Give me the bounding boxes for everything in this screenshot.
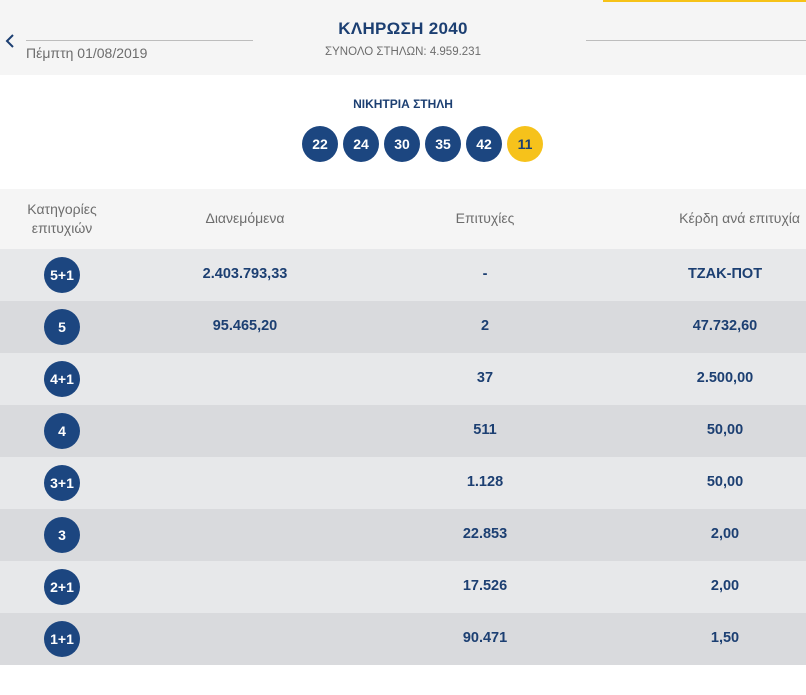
table-row: 4 511 50,00 xyxy=(0,405,806,457)
winners-count: 22.853 xyxy=(462,526,508,542)
winning-number-ball: 22 xyxy=(302,126,338,162)
winners-count: 1.128 xyxy=(466,474,504,490)
distributed-amount: 2.403.793,33 xyxy=(202,266,288,282)
winning-number-ball: 42 xyxy=(466,126,502,162)
draw-date: Πέμπτη 01/08/2019 xyxy=(26,45,148,61)
header-divider-right xyxy=(586,40,806,41)
winners-count: 37 xyxy=(476,370,494,386)
table-header: Κατηγορίες επιτυχιών Διανεμόμενα Επιτυχί… xyxy=(0,189,806,249)
category-badge: 5+1 xyxy=(44,257,80,293)
total-columns: ΣΥΝΟΛΟ ΣΤΗΛΩΝ: 4.959.231 xyxy=(325,46,481,58)
category-badge: 4+1 xyxy=(44,361,80,397)
draw-header: Πέμπτη 01/08/2019 ΚΛΗΡΩΣΗ 2040 ΣΥΝΟΛΟ ΣΤ… xyxy=(0,0,806,75)
prize-per-win: 2,00 xyxy=(710,578,740,594)
winning-number-ball: 30 xyxy=(384,126,420,162)
prize-per-win: 2.500,00 xyxy=(696,370,754,386)
chevron-left-icon xyxy=(5,33,15,49)
winners-count: 90.471 xyxy=(462,630,508,646)
table-row: 5+1 2.403.793,33 - ΤΖΑΚ-ΠΟΤ xyxy=(0,249,806,301)
prize-table: 5+1 2.403.793,33 - ΤΖΑΚ-ΠΟΤ 5 95.465,20 2 47.73… xyxy=(0,249,806,665)
header-winners: Επιτυχίες xyxy=(455,210,515,226)
winning-column-title: ΝΙΚΗΤΡΙΑ ΣΤΗΛΗ xyxy=(353,97,453,111)
table-row: 3 22.853 2,00 xyxy=(0,509,806,561)
joker-number-ball: 11 xyxy=(507,126,543,162)
prize-per-win: ΤΖΑΚ-ΠΟΤ xyxy=(687,266,763,282)
winning-number-ball: 35 xyxy=(425,126,461,162)
prize-per-win: 47.732,60 xyxy=(692,318,758,334)
header-divider-left xyxy=(26,40,253,41)
winners-count: 511 xyxy=(473,422,497,438)
header-distributed: Διανεμόμενα xyxy=(205,210,285,226)
header-categories-line1: Κατηγορίες xyxy=(27,201,97,217)
table-row: 4+1 37 2.500,00 xyxy=(0,353,806,405)
category-badge: 2+1 xyxy=(44,569,80,605)
draw-title: ΚΛΗΡΩΣΗ 2040 xyxy=(338,19,468,38)
header-categories: Κατηγορίες επιτυχιών xyxy=(12,200,112,238)
category-badge: 5 xyxy=(44,309,80,345)
prize-per-win: 2,00 xyxy=(710,526,740,542)
winners-count: 2 xyxy=(480,318,490,334)
header-accent-bar xyxy=(603,0,806,2)
category-badge: 3 xyxy=(44,517,80,553)
header-prize-per-win: Κέρδη ανά επιτυχία xyxy=(679,210,800,226)
category-badge: 1+1 xyxy=(44,621,80,657)
table-row: 2+1 17.526 2,00 xyxy=(0,561,806,613)
table-row: 1+1 90.471 1,50 xyxy=(0,613,806,665)
winning-numbers: 22 24 30 35 42 11 xyxy=(302,126,543,162)
prize-per-win: 50,00 xyxy=(706,474,744,490)
category-badge: 3+1 xyxy=(44,465,80,501)
header-categories-line2: επιτυχιών xyxy=(31,220,93,236)
winners-count: 17.526 xyxy=(462,578,508,594)
prize-per-win: 1,50 xyxy=(710,630,740,646)
table-row: 5 95.465,20 2 47.732,60 xyxy=(0,301,806,353)
prize-per-win: 50,00 xyxy=(706,422,744,438)
table-row: 3+1 1.128 50,00 xyxy=(0,457,806,509)
winners-count: - xyxy=(482,266,488,282)
distributed-amount: 95.465,20 xyxy=(212,318,278,334)
winning-number-ball: 24 xyxy=(343,126,379,162)
back-button[interactable] xyxy=(0,28,20,54)
category-badge: 4 xyxy=(44,413,80,449)
